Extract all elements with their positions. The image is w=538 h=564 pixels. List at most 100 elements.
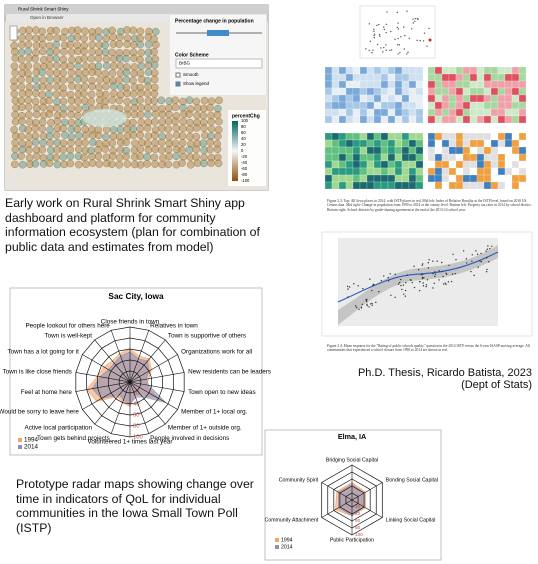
map-cell — [497, 87, 506, 96]
map-circle — [53, 34, 61, 42]
map-cell — [518, 87, 527, 96]
map-circle — [129, 131, 138, 139]
map-cell — [469, 101, 478, 110]
plot-point — [418, 289, 421, 292]
map-cell — [518, 139, 527, 148]
map-cell — [345, 139, 354, 148]
legend-label: 1994 — [24, 437, 39, 444]
map-circle — [122, 68, 130, 77]
map-cell — [401, 167, 410, 176]
plot-point — [455, 258, 457, 261]
plot-point — [398, 281, 401, 284]
map-cell — [476, 66, 485, 75]
map-circle — [151, 118, 159, 126]
credit-line: (Dept of Stats) — [461, 379, 532, 391]
place-dot — [414, 20, 416, 22]
map-cell — [415, 108, 424, 117]
map-cell — [359, 139, 368, 148]
checkbox-legend[interactable]: Show legend — [183, 81, 210, 86]
map-cell — [338, 94, 347, 103]
map-cell — [441, 160, 450, 169]
map-circle — [75, 131, 83, 140]
zoom-control[interactable] — [9, 25, 18, 41]
map-cell — [338, 139, 347, 148]
checkbox[interactable] — [175, 72, 181, 78]
map-circle — [52, 47, 61, 56]
map-cell — [338, 108, 347, 117]
map-circle — [46, 76, 55, 84]
axis-label: Town open to new ideas — [188, 389, 256, 396]
map-cell — [462, 66, 471, 75]
slider-range[interactable] — [207, 30, 229, 36]
legend-tick-label: 80 — [241, 124, 246, 129]
map-cell — [408, 160, 417, 169]
map-circle — [108, 69, 117, 77]
place-dot — [404, 34, 406, 37]
map-circle — [45, 159, 54, 167]
map-cell — [338, 132, 347, 141]
axis-label: Town has a lot going for it — [7, 349, 79, 356]
map-cell — [490, 139, 499, 148]
map-cell — [366, 153, 375, 162]
map-circle — [207, 117, 215, 126]
map-cell — [476, 146, 485, 155]
map-cell — [373, 174, 382, 183]
map-circle — [17, 132, 26, 141]
checkbox[interactable] — [175, 81, 181, 87]
map-cell — [324, 167, 333, 176]
axis-label: New residents can be leaders — [188, 368, 271, 375]
map-cell — [448, 115, 457, 124]
map-cell — [504, 146, 513, 155]
place-dot — [385, 31, 387, 34]
figure-caption: Figure 2.4: Mean response for the "Ratin… — [327, 344, 530, 353]
map-cell — [373, 115, 382, 124]
map-circle — [74, 83, 83, 92]
plot-point — [413, 286, 416, 289]
plot-point — [442, 275, 444, 278]
plot-point — [454, 273, 456, 275]
map-circle — [101, 145, 109, 153]
legend-swatch — [275, 538, 279, 542]
map-cell — [462, 167, 471, 176]
map-cell — [434, 181, 443, 190]
map-circle — [87, 54, 96, 63]
map-cell — [359, 115, 368, 124]
map-cell — [441, 174, 450, 183]
map-cell — [441, 94, 450, 103]
map-cell — [448, 167, 457, 176]
toolbar-button[interactable]: Open in Browser — [30, 15, 64, 20]
place-dot — [383, 46, 385, 49]
spoke — [129, 381, 150, 434]
map-circle — [25, 154, 34, 162]
plot-point — [423, 277, 425, 279]
map-cell — [455, 66, 464, 75]
map-circle — [82, 160, 90, 169]
spoke — [75, 381, 131, 392]
map-circle — [131, 139, 139, 148]
plot-point — [447, 281, 450, 283]
map-cell — [497, 80, 506, 89]
map-cell — [394, 66, 403, 75]
legend-tick-label: -80 — [241, 172, 248, 177]
map-cell — [331, 132, 340, 141]
map-cell — [511, 66, 520, 75]
map-cell — [518, 181, 527, 190]
map-cell — [497, 160, 506, 169]
place-dot — [373, 36, 375, 39]
color-select[interactable] — [175, 58, 263, 69]
map-circle — [17, 96, 25, 105]
plot-point — [433, 282, 435, 285]
map-cell — [490, 146, 499, 155]
map-circle — [150, 69, 159, 77]
plot-point — [427, 262, 429, 264]
map-circle — [165, 152, 173, 161]
plot-point — [427, 267, 430, 269]
checkbox-smooth[interactable]: Smooth — [183, 72, 199, 77]
map-circle — [52, 26, 60, 35]
color-scheme-value[interactable]: BrBG — [179, 61, 191, 66]
map-cell — [352, 73, 361, 82]
color-scheme-label: Color Scheme — [175, 52, 209, 58]
map-circle — [82, 62, 90, 70]
plot-point — [421, 264, 423, 266]
map-cell — [448, 139, 457, 148]
